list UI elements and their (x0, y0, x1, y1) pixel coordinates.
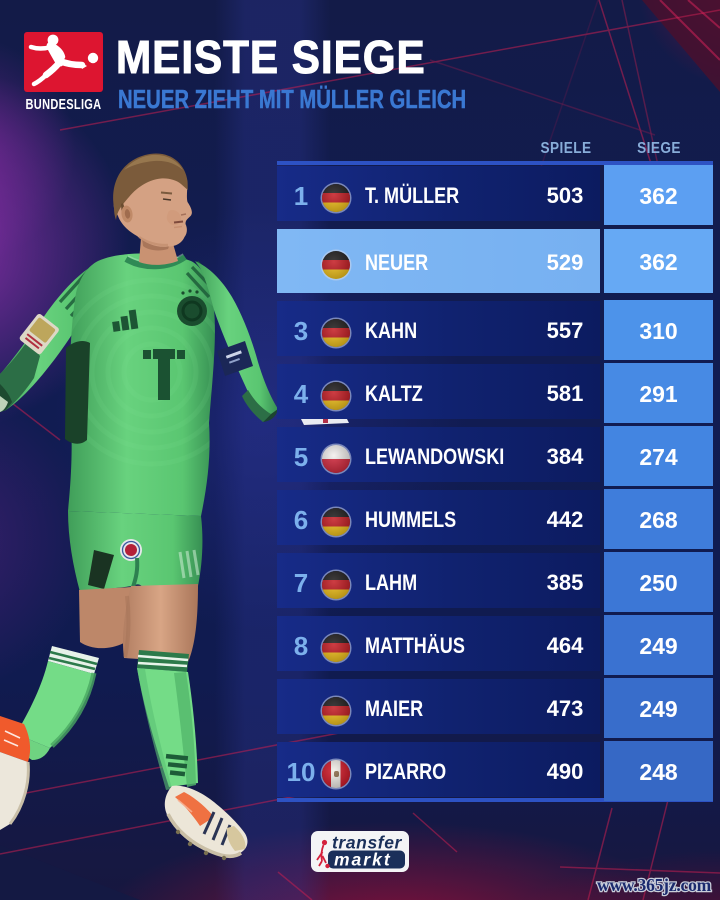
svg-text:transfer: transfer (332, 833, 403, 853)
svg-text:markt: markt (334, 850, 392, 870)
svg-text:www.365jz.com: www.365jz.com (597, 875, 712, 895)
